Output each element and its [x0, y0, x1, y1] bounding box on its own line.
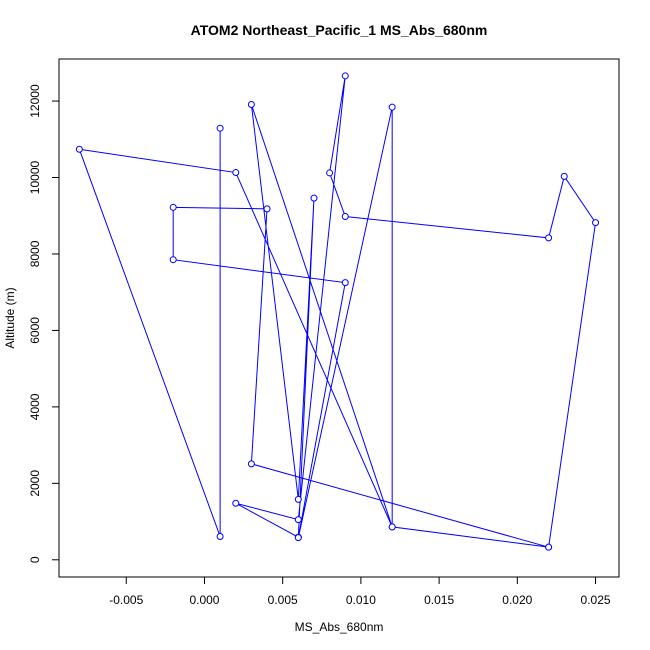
- data-point: [294, 534, 302, 542]
- data-point: [216, 532, 224, 540]
- y-tick-label: 4000: [28, 393, 42, 420]
- y-tick-label: 0: [28, 556, 42, 563]
- data-point: [326, 169, 334, 177]
- x-tick-label: 0.005: [268, 593, 298, 607]
- data-point: [75, 145, 83, 153]
- y-tick-label: 6000: [28, 317, 42, 344]
- data-point: [388, 103, 396, 111]
- data-point: [545, 543, 553, 551]
- x-tick-label: 0.025: [581, 593, 611, 607]
- y-tick-label: 2000: [28, 470, 42, 497]
- data-point: [592, 219, 600, 227]
- data-point: [294, 495, 302, 503]
- x-tick-label: 0.020: [502, 593, 532, 607]
- data-point: [294, 516, 302, 524]
- data-point: [341, 279, 349, 287]
- y-axis: 0 2000 4000 6000 8000 10000 12000: [28, 84, 60, 563]
- data-point: [247, 460, 255, 468]
- data-point: [232, 169, 240, 177]
- y-tick-label: 10000: [28, 161, 42, 195]
- data-point: [388, 523, 396, 531]
- x-tick-label: 0.010: [346, 593, 376, 607]
- data-point: [216, 124, 224, 132]
- y-tick-label: 12000: [28, 84, 42, 118]
- data-point: [560, 172, 568, 180]
- y-axis-label: Altitude (m): [3, 287, 17, 348]
- data-point: [341, 72, 349, 80]
- y-tick-label: 8000: [28, 240, 42, 267]
- x-axis-label: MS_Abs_680nm: [295, 620, 384, 634]
- data-point: [232, 499, 240, 507]
- x-axis: -0.005 0.000 0.005 0.010 0.015 0.020 0.025: [109, 576, 611, 607]
- data-point: [341, 213, 349, 220]
- data-point: [545, 234, 553, 242]
- x-tick-label: 0.015: [424, 593, 454, 607]
- chart-title: ATOM2 Northeast_Pacific_1 MS_Abs_680nm: [191, 22, 488, 38]
- data-point: [263, 205, 271, 213]
- x-tick-label: -0.005: [109, 593, 143, 607]
- data-point: [169, 256, 177, 264]
- data-point: [310, 194, 318, 202]
- data-point: [169, 203, 177, 211]
- data-point: [247, 100, 255, 108]
- data-series: [75, 72, 600, 551]
- x-tick-label: 0.000: [189, 593, 219, 607]
